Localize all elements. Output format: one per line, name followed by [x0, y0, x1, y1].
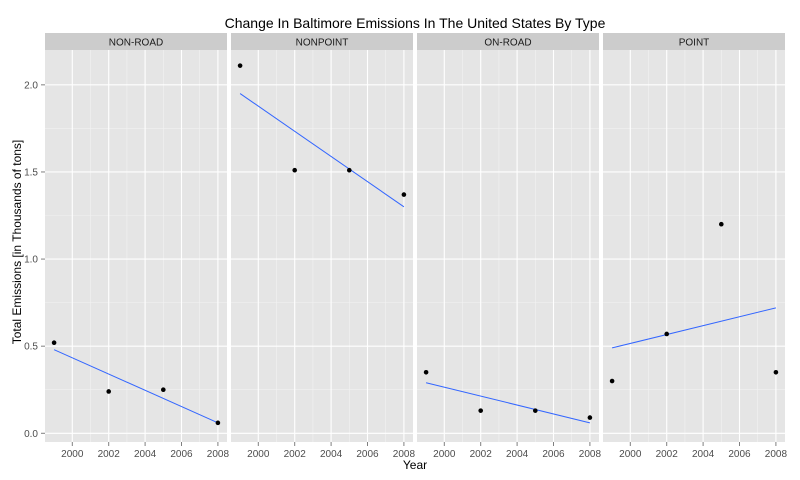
x-tick-label: 2000 [247, 449, 270, 460]
trend-line [239, 93, 405, 208]
data-point [347, 167, 352, 173]
facet-strip-label: ON-ROAD [484, 38, 531, 49]
x-tick-label: 2008 [579, 449, 602, 460]
facet-strip [45, 33, 227, 50]
facet-panel-point: POINT 2000 2002 2004 2006 2008 [603, 33, 787, 460]
trend-line [53, 349, 219, 424]
data-point [237, 63, 243, 68]
x-tick-label: 2000 [61, 449, 84, 460]
data-point [533, 408, 538, 413]
trend-line [425, 382, 591, 424]
facet-strip-label: POINT [679, 38, 710, 49]
panel-background [417, 50, 599, 442]
y-tick-label: 2.0 [24, 80, 38, 91]
facet-strip [231, 33, 413, 50]
data-point [423, 370, 429, 375]
x-tick-label: 2004 [692, 449, 715, 460]
data-point [161, 387, 166, 393]
x-axis-title: Year [403, 458, 427, 472]
x-tick-label: 2002 [284, 449, 307, 460]
x-tick-label: 2002 [470, 449, 493, 460]
data-point [292, 167, 298, 173]
panel-background [45, 50, 227, 442]
facet-strip [603, 33, 785, 50]
data-point [719, 221, 724, 227]
y-tick-label: 1.0 [24, 255, 38, 266]
facet-panel-non-road: NON-ROAD 2000 2002 2004 2006 2008 [45, 33, 229, 460]
x-tick-label: 2006 [356, 449, 379, 460]
facet-panels: 0.0 0.5 1.0 1.5 2.0 NON-ROAD 2000 2002 2004 2006 2… [24, 33, 787, 460]
x-tick-label: 2006 [728, 449, 751, 460]
facet-panel-nonpoint: NONPOINT 2000 2002 2004 2006 2008 [231, 33, 415, 460]
x-tick-label: 2000 [619, 449, 642, 460]
panel-background [231, 50, 413, 442]
facet-strip-label: NONPOINT [296, 38, 349, 49]
data-point [773, 370, 779, 375]
facet-strip-label: NON-ROAD [109, 38, 163, 49]
y-axis-title: Total Emissions [in Thousands of tons] [10, 140, 24, 345]
x-tick-label: 2008 [765, 449, 788, 460]
x-tick-label: 2000 [433, 449, 456, 460]
trend-line [611, 307, 777, 349]
panel-background [603, 50, 785, 442]
x-tick-label: 2002 [98, 449, 121, 460]
data-point [51, 340, 57, 345]
x-tick-label: 2002 [656, 449, 679, 460]
x-tick-label: 2008 [393, 449, 416, 460]
x-tick-label: 2006 [542, 449, 565, 460]
y-tick-label: 0.0 [24, 429, 38, 440]
y-tick-label: 1.5 [24, 167, 38, 178]
data-point [401, 192, 407, 197]
chart-title: Change In Baltimore Emissions In The Uni… [225, 15, 606, 31]
x-tick-label: 2004 [320, 449, 343, 460]
x-tick-label: 2006 [170, 449, 193, 460]
data-point [478, 408, 484, 413]
data-point [664, 331, 669, 337]
y-tick-label: 0.5 [24, 342, 38, 353]
x-tick-label: 2008 [207, 449, 230, 460]
facet-strip [417, 33, 599, 50]
data-point [106, 389, 111, 394]
facet-panel-on-road: ON-ROAD 2000 2002 2004 2006 2008 [417, 33, 601, 460]
x-tick-label: 2004 [134, 449, 157, 460]
data-point [609, 378, 615, 384]
data-point [587, 415, 593, 420]
data-point [215, 420, 221, 426]
x-tick-label: 2004 [506, 449, 529, 460]
